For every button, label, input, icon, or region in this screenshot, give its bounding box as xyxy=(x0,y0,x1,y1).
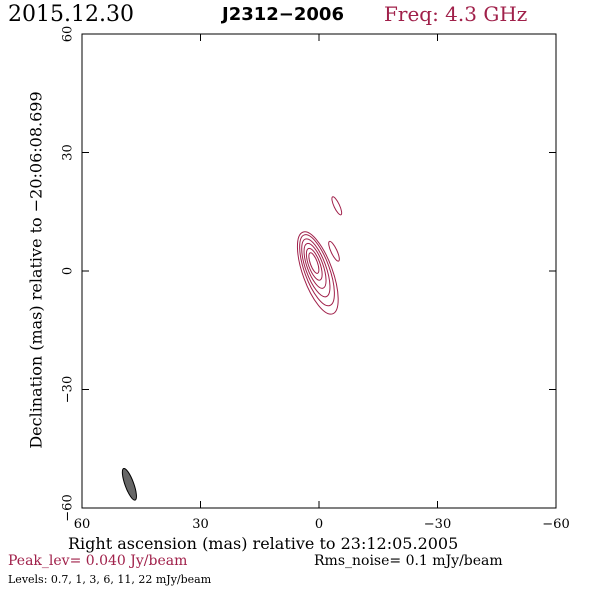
y-axis-label: Declination (mas) relative to −20:06:08.… xyxy=(26,91,46,449)
rms-noise: Rms_noise= 0.1 mJy/beam xyxy=(314,553,503,569)
x-tick-label: 0 xyxy=(315,517,323,532)
x-axis-label: Right ascension (mas) relative to 23:12:… xyxy=(68,534,459,553)
x-tick-label: 30 xyxy=(192,517,209,532)
contour-line xyxy=(331,196,343,216)
contour-line xyxy=(305,247,323,281)
y-tick-label: 60 xyxy=(61,26,76,43)
contour-levels: Levels: 0.7, 1, 3, 6, 11, 22 mJy/beam xyxy=(8,573,212,586)
beam-ellipse xyxy=(121,467,137,501)
contour-line xyxy=(301,238,331,298)
x-tick-label: −60 xyxy=(542,517,569,532)
peak-level: Peak_lev= 0.040 Jy/beam xyxy=(8,553,188,569)
contour-line xyxy=(299,234,335,307)
x-tick-label: 60 xyxy=(74,517,91,532)
contour-line xyxy=(303,242,327,289)
y-tick-label: −30 xyxy=(61,376,76,403)
contour-line xyxy=(308,252,320,274)
epoch-date: 2015.12.30 xyxy=(8,2,134,27)
y-tick-label: 30 xyxy=(61,144,76,161)
y-tick-label: 0 xyxy=(61,267,76,275)
frequency-label: Freq: 4.3 GHz xyxy=(384,2,528,26)
source-name: J2312−2006 xyxy=(222,4,344,25)
y-tick-label: −60 xyxy=(61,494,76,521)
source-contours xyxy=(296,196,343,315)
x-tick-label: −30 xyxy=(424,517,451,532)
contour-line xyxy=(296,231,339,315)
axis-ticks xyxy=(81,33,557,509)
contour-line xyxy=(328,240,340,262)
restoring-beam xyxy=(121,467,137,501)
